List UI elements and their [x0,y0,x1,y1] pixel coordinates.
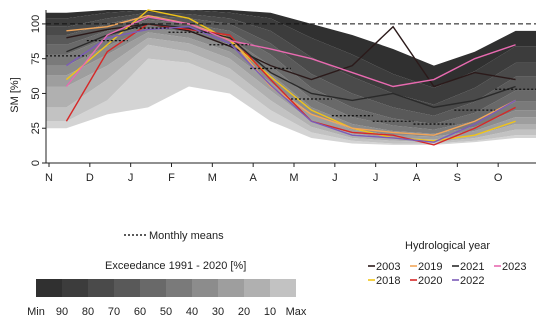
y-tick-label: 75 [30,53,42,65]
exceedance-legend-swatch [166,279,192,297]
exceedance-legend-label: 60 [134,306,146,318]
exceedance-legend-label: Max [286,306,307,318]
exceedance-legend-label: 50 [160,306,172,318]
x-tick-label: M [289,172,298,184]
x-tick-label: O [494,172,503,184]
x-tick-label: N [45,172,53,184]
year-legend-label: 2018 [376,275,400,287]
exceedance-legend-title: Exceedance 1991 - 2020 [%] [105,260,246,272]
x-tick-label: J [332,172,338,184]
x-tick-label: J [128,172,134,184]
exceedance-legend-label: 70 [108,306,120,318]
exceedance-band [46,58,536,145]
year-legend-label: 2020 [418,275,442,287]
exceedance-band [46,10,536,88]
series-line-2021 [66,23,516,109]
x-tick-label: S [454,172,461,184]
x-tick-label: J [373,172,379,184]
x-tick-label: D [86,172,94,184]
hydro-year-legend-title: Hydrological year [405,240,490,252]
exceedance-legend-swatch [140,279,166,297]
exceedance-legend-swatch [218,279,244,297]
year-legend-label: 2022 [460,275,484,287]
y-tick-label: 25 [30,122,42,134]
x-tick-label: F [168,172,175,184]
exceedance-legend-swatch [192,279,218,297]
exceedance-band [46,12,536,116]
exceedance-band [46,32,536,140]
series-line-2023 [65,16,516,88]
exceedance-band [46,15,536,125]
exceedance-legend-label: 40 [186,306,198,318]
exceedance-legend-label: 80 [82,306,94,318]
series-line-2022 [66,25,516,143]
exceedance-legend-label: 30 [212,306,224,318]
series-lines [65,9,516,146]
hydro-year-legend: 2003 2019 2021 2023 2018 2020 2022 [368,261,526,287]
year-legend-label: 2003 [376,261,400,273]
monthly-means-legend-label: Monthly means [149,230,224,242]
exceedance-legend-label: 90 [56,306,68,318]
exceedance-band [46,28,536,137]
exceedance-legend-label: Min [27,306,45,318]
year-legend-label: 2019 [418,261,442,273]
exceedance-legend-swatch [88,279,114,297]
exceedance-legend: Min 90 80 70 60 50 40 30 20 10 Max [27,279,307,318]
y-tick-label: 50 [30,87,42,99]
exceedance-bands [46,10,536,145]
y-tick-label: 100 [30,15,42,33]
year-legend-label: 2023 [502,261,526,273]
x-tick-label: M [208,172,217,184]
exceedance-legend-label: 10 [264,306,276,318]
year-legend-label: 2021 [460,261,484,273]
exceedance-legend-swatch [36,279,62,297]
series-line-2003 [66,23,516,88]
exceedance-legend-swatch [270,279,296,297]
y-axis-label: SM [%] [9,77,21,112]
exceedance-band [46,19,536,130]
monthly-means-line [46,27,536,125]
exceedance-legend-swatch [114,279,140,297]
axes: 0 25 50 75 100 N D J F M A M J J A S O [30,10,536,184]
exceedance-legend-swatch [62,279,88,297]
y-tick-label: 0 [30,160,42,166]
exceedance-legend-label: 20 [238,306,250,318]
x-tick-label: A [249,172,257,184]
x-tick-label: A [413,172,421,184]
exceedance-legend-swatch [244,279,270,297]
